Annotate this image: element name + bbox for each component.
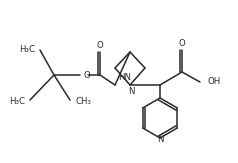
Text: O: O: [84, 71, 91, 80]
Text: O: O: [179, 39, 185, 49]
Text: H₃C: H₃C: [19, 44, 35, 53]
Text: N: N: [157, 134, 163, 143]
Text: H₃C: H₃C: [9, 96, 25, 105]
Text: N: N: [128, 87, 134, 96]
Text: OH: OH: [208, 77, 221, 87]
Text: O: O: [97, 42, 103, 51]
Text: HN: HN: [118, 73, 131, 82]
Text: CH₃: CH₃: [75, 96, 91, 105]
